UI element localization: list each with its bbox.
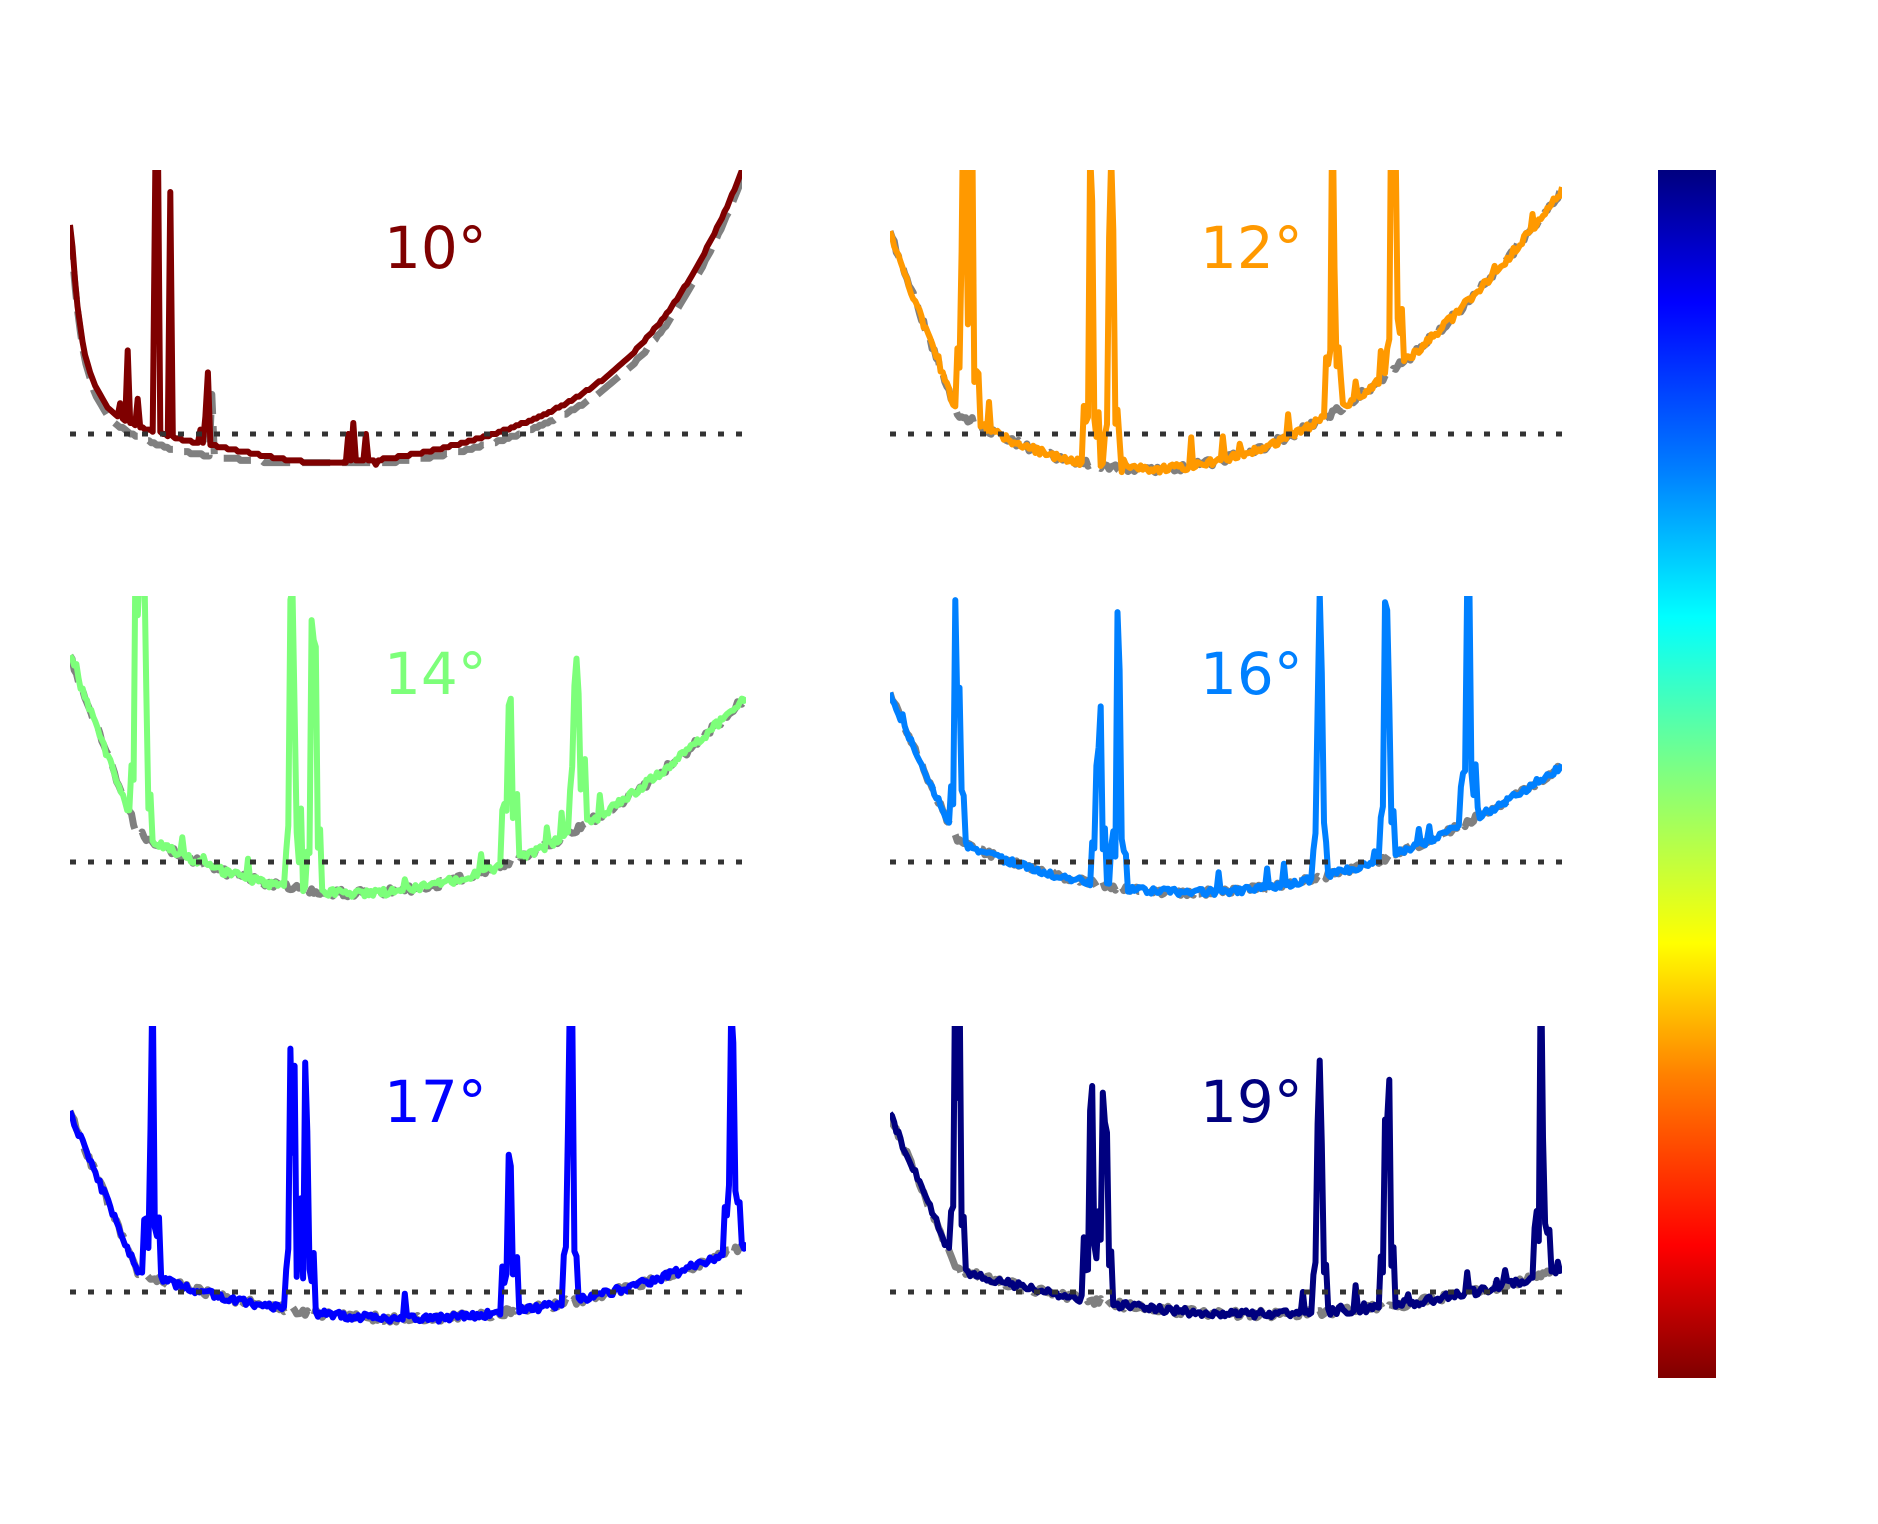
data-series-line [70,1026,746,1325]
reference-series-line [890,1112,1562,1322]
data-series-line [70,170,742,468]
data-series-line [70,596,746,900]
panels-group [70,170,1562,1326]
panel-label-19: 19° [1200,1068,1303,1136]
panel-5 [70,1026,746,1326]
data-series-line [890,596,1562,898]
panel-label-17: 17° [384,1068,487,1136]
panel-label-14: 14° [384,640,487,708]
panel-4 [890,596,1562,900]
colorbar [1658,170,1716,1378]
panel-3 [70,596,746,901]
reference-series-line [70,1109,746,1326]
panel-label-12: 12° [1200,214,1303,282]
panel-label-10: 10° [384,214,487,282]
panel-label-16: 16° [1200,640,1303,708]
data-series-line [890,1026,1562,1321]
panel-1 [70,170,742,468]
reference-series-line [70,177,742,467]
